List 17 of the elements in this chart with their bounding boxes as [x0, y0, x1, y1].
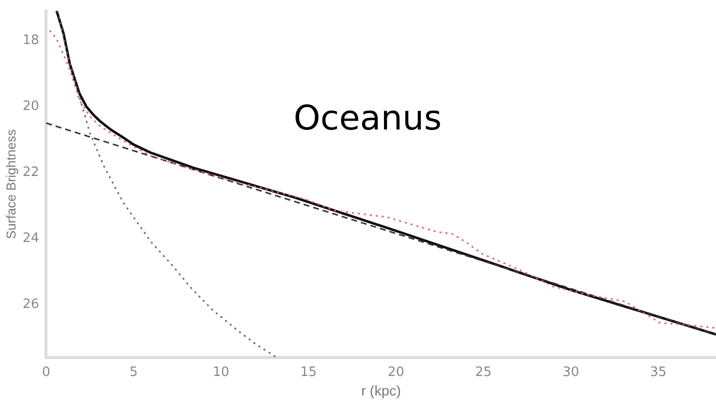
x-tick-label: 20 [388, 364, 404, 380]
y-axis-title: Surface Brightness [3, 128, 18, 240]
y-tick-label: 24 [22, 231, 40, 246]
x-tick-label: 10 [212, 364, 230, 380]
y-tick-label: 20 [22, 98, 40, 114]
x-tick-label: 30 [562, 364, 580, 380]
y-tick-label: 26 [22, 297, 40, 312]
x-axis-title: r (kpc) [361, 382, 401, 398]
y-tick-label: 22 [22, 165, 40, 180]
x-tick-label: 25 [475, 364, 492, 380]
x-tick-label: 0 [42, 364, 50, 380]
y-tick-label: 18 [22, 32, 40, 48]
x-tick-label: 5 [129, 364, 138, 380]
line-series [56, 10, 278, 358]
x-tick-label: 35 [650, 364, 667, 380]
annotation: Oceanus [294, 98, 442, 139]
x-tick-label: 15 [300, 364, 317, 380]
